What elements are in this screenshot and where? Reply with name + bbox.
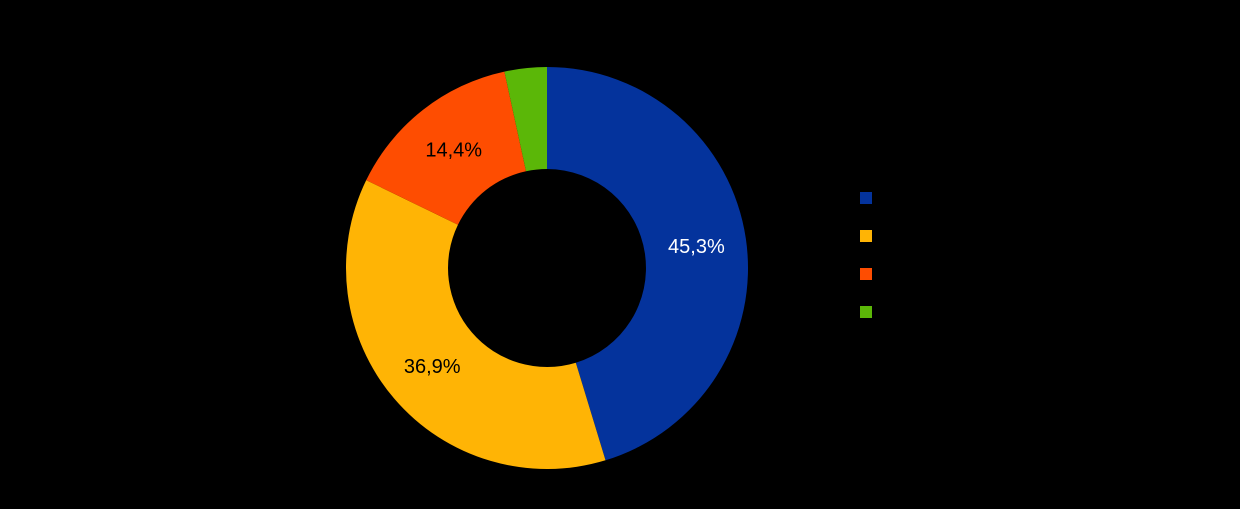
slice-label-2: 36,9% [404,356,461,378]
donut-slice-1 [547,67,749,461]
legend-item-2 [860,230,880,242]
legend-swatch-1 [860,192,872,204]
chart-legend [860,192,880,318]
donut-slice-2 [345,180,606,470]
legend-item-4 [860,306,880,318]
legend-swatch-3 [860,268,872,280]
legend-item-1 [860,192,880,204]
legend-swatch-2 [860,230,872,242]
slice-label-1: 45,3% [668,236,725,258]
slice-label-3: 14,4% [425,139,482,161]
donut-slice-3 [366,71,527,225]
legend-item-3 [860,268,880,280]
legend-swatch-4 [860,306,872,318]
donut-slice-4 [504,67,547,172]
